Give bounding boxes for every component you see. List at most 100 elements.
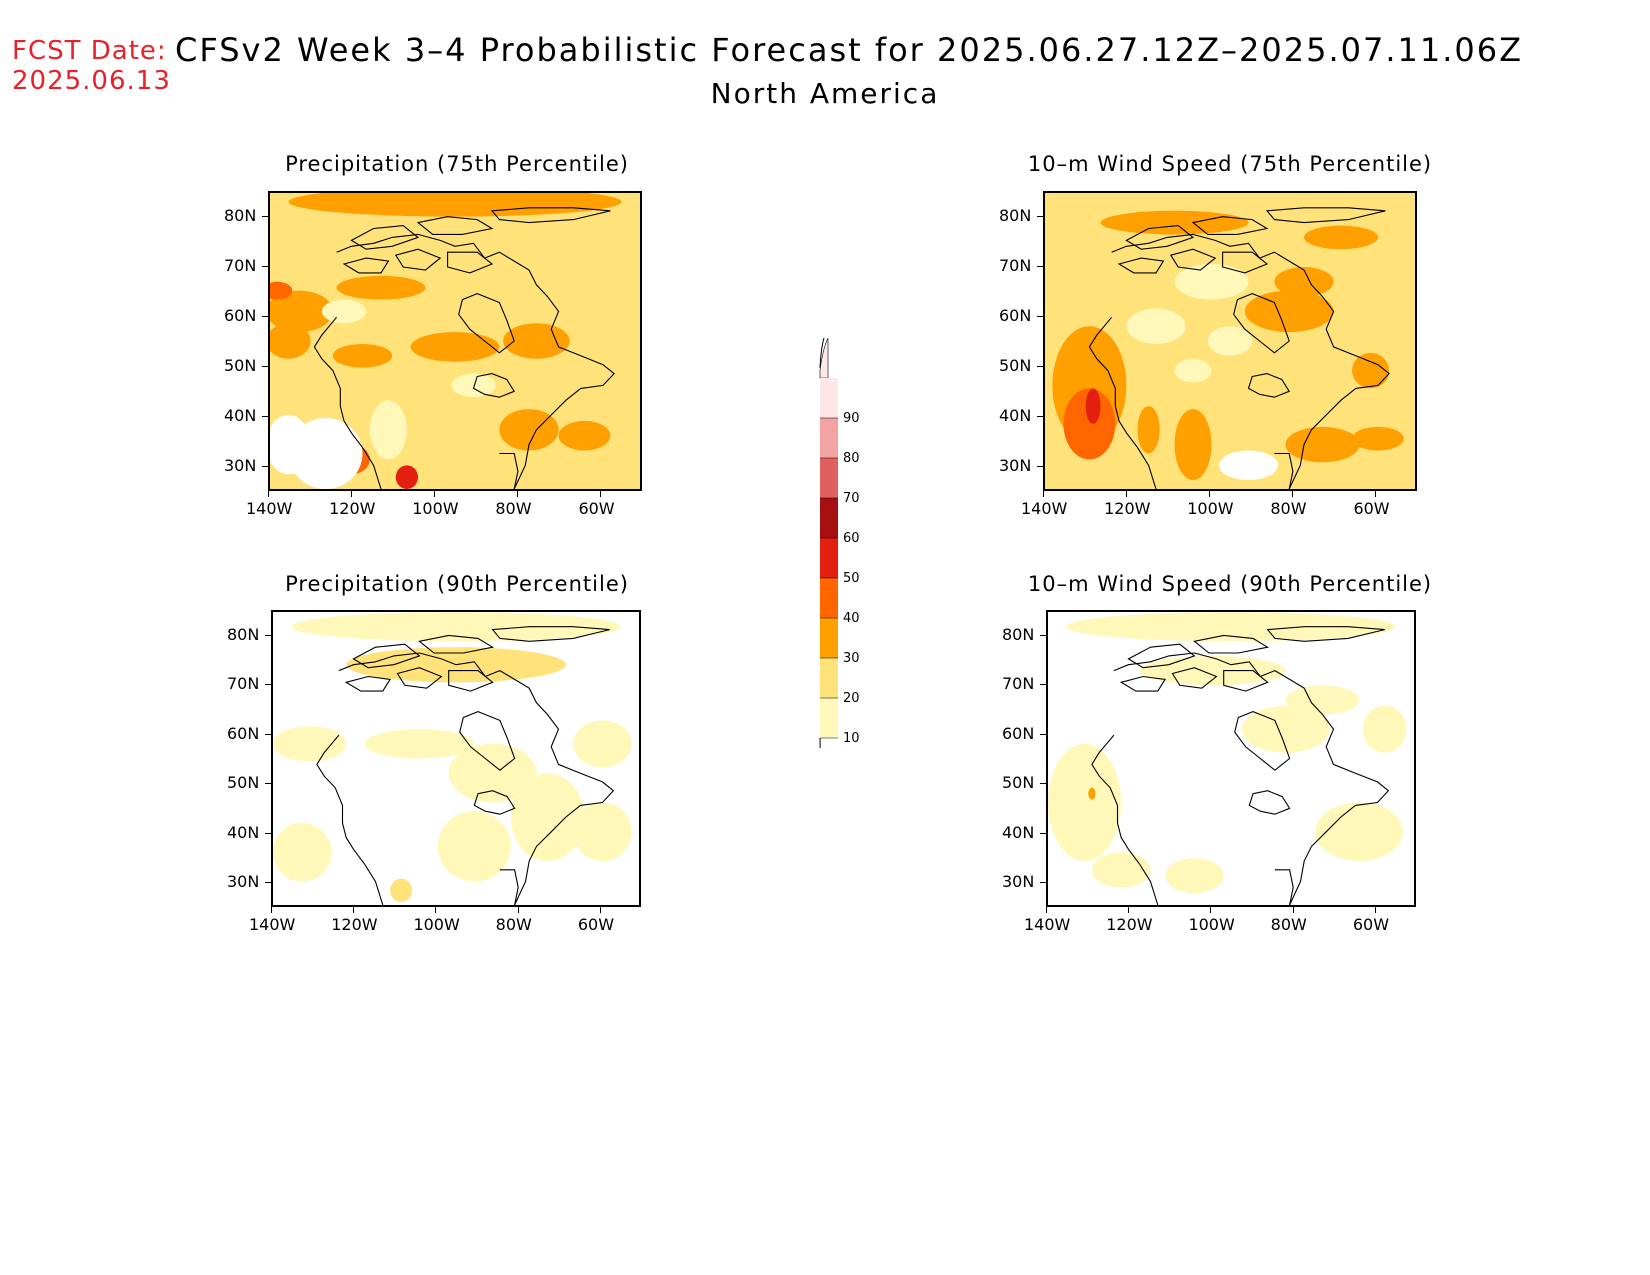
coastline xyxy=(336,233,615,489)
probability-contour xyxy=(451,373,496,398)
great-lakes xyxy=(473,790,516,815)
florida-coast xyxy=(1274,452,1294,489)
arctic-island xyxy=(394,248,442,271)
lon-tick-mark xyxy=(434,491,436,497)
probability-contour xyxy=(499,409,559,451)
lat-tick-mark xyxy=(265,684,271,686)
probability-contour xyxy=(410,332,500,362)
coastline xyxy=(338,652,615,905)
lon-tick-mark xyxy=(1126,491,1128,497)
map-svg xyxy=(1048,612,1414,905)
florida-coast xyxy=(499,452,519,489)
lat-tick-mark xyxy=(1037,416,1043,417)
arctic-island xyxy=(1222,251,1269,274)
colorbar-segment xyxy=(820,498,838,538)
lon-tick-label: 60W xyxy=(578,499,615,518)
lat-tick-mark xyxy=(1037,216,1043,217)
hudson-bay xyxy=(1233,293,1290,354)
lon-tick-label: 60W xyxy=(1353,499,1390,518)
lat-tick-label: 50N xyxy=(224,356,257,375)
probability-contour xyxy=(558,420,611,451)
lon-tick-label: 140W xyxy=(1024,915,1071,934)
lat-tick-mark xyxy=(262,416,268,417)
probability-contour xyxy=(437,811,511,882)
probability-contour xyxy=(1174,264,1249,300)
coastline xyxy=(1111,233,1390,489)
lon-tick-mark xyxy=(351,491,353,497)
region-title: North America xyxy=(710,77,940,110)
lat-tick-label: 50N xyxy=(999,356,1032,375)
hudson-bay xyxy=(1234,711,1291,771)
lat-tick-label: 40N xyxy=(227,822,260,842)
coastline-west xyxy=(1091,734,1159,905)
map-svg xyxy=(273,612,639,905)
coastline-west xyxy=(313,316,382,489)
lat-tick-mark xyxy=(265,634,271,636)
lat-tick-mark xyxy=(262,366,268,367)
probability-contour xyxy=(1244,290,1334,333)
lat-tick-label: 40N xyxy=(1002,822,1035,842)
hudson-bay xyxy=(459,711,516,771)
lat-tick-label: 70N xyxy=(224,256,257,275)
probability-contour xyxy=(1362,705,1407,753)
lat-tick-label: 30N xyxy=(999,456,1032,475)
lat-tick-mark xyxy=(1037,316,1043,317)
arctic-island xyxy=(352,643,421,669)
great-lakes xyxy=(472,373,516,398)
lat-tick-mark xyxy=(265,882,271,884)
probability-contour xyxy=(1088,787,1096,800)
lat-tick-label: 50N xyxy=(1002,773,1035,793)
arctic-island xyxy=(1125,225,1195,250)
map-wind-90 xyxy=(1046,610,1416,907)
probability-contour xyxy=(270,290,333,333)
coastline xyxy=(1113,652,1390,905)
lat-tick-label: 30N xyxy=(1002,872,1035,892)
probability-contour xyxy=(1285,426,1360,463)
lon-tick-label: 60W xyxy=(577,915,615,934)
main-title: CFSv2 Week 3–4 Probabilistic Forecast fo… xyxy=(175,31,1524,69)
lon-tick-mark xyxy=(1128,907,1130,913)
probability-contour xyxy=(1285,685,1360,715)
probability-contour xyxy=(1207,326,1253,356)
lat-tick-mark xyxy=(265,783,271,785)
lon-tick-label: 60W xyxy=(1352,915,1390,934)
colorbar-segment xyxy=(820,618,838,658)
great-lakes xyxy=(1248,790,1291,815)
lat-tick-label: 80N xyxy=(999,206,1032,225)
colorbar-segment xyxy=(820,578,838,618)
lat-tick-mark xyxy=(1037,266,1043,267)
lon-tick-label: 100W xyxy=(1188,915,1235,934)
arctic-island xyxy=(447,251,494,274)
probability-contour xyxy=(364,729,475,759)
arctic-island xyxy=(344,675,392,692)
colorbar-segment xyxy=(820,418,838,458)
lon-tick-label: 100W xyxy=(412,499,459,518)
lat-tick-label: 70N xyxy=(227,674,260,694)
lon-tick-mark xyxy=(600,491,602,497)
lon-tick-label: 80W xyxy=(495,499,532,518)
probability-contour xyxy=(1352,352,1390,389)
lon-tick-label: 120W xyxy=(1106,915,1153,934)
probability-contour xyxy=(573,802,632,862)
lat-tick-mark xyxy=(1040,684,1046,686)
lon-tick-mark xyxy=(268,491,269,497)
lat-tick-label: 60N xyxy=(1002,723,1035,743)
lat-tick-mark xyxy=(1037,366,1043,367)
map-precip-75 xyxy=(268,191,642,491)
great-lakes xyxy=(1247,373,1291,398)
colorbar-segment xyxy=(820,698,838,738)
probability-contour xyxy=(503,323,570,359)
panel-title: 10–m Wind Speed (75th Percentile) xyxy=(1027,152,1433,176)
arctic-island xyxy=(1169,248,1217,271)
lat-tick-mark xyxy=(1040,634,1046,636)
probability-contour xyxy=(336,275,426,300)
colorbar-segment xyxy=(820,458,838,498)
lon-tick-mark xyxy=(1292,907,1294,913)
probability-contour xyxy=(395,465,418,489)
arctic-island xyxy=(490,207,611,224)
arctic-island xyxy=(1265,207,1386,224)
lon-tick-mark xyxy=(353,907,355,913)
lat-tick-mark xyxy=(1040,882,1046,884)
lon-tick-mark xyxy=(1209,491,1211,497)
probability-contour xyxy=(1165,858,1224,894)
